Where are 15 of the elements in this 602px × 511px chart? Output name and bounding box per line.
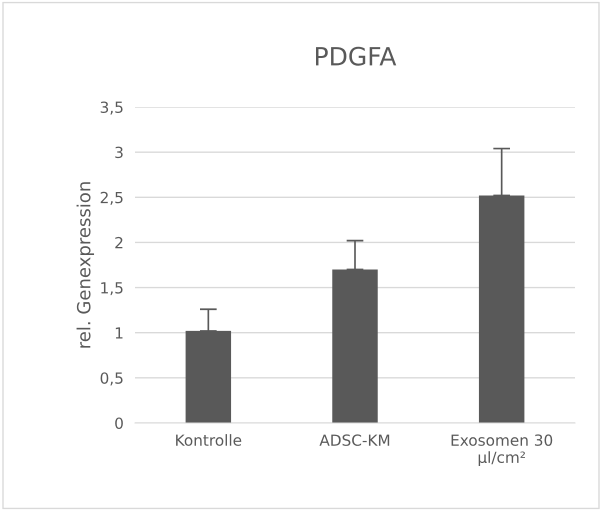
- y-tick-label: 3,5: [100, 101, 123, 115]
- y-tick-label: 3: [115, 146, 123, 158]
- x-tick-label: Exosomen 30 µl/cm²: [452, 434, 552, 466]
- y-tick-label: 2: [115, 236, 122, 248]
- y-tick-label: 2,5: [100, 192, 123, 205]
- x-tick-label: Kontrolle: [176, 434, 242, 446]
- y-tick-label: 1,5: [101, 282, 123, 296]
- y-tick-label: 1: [116, 327, 122, 339]
- bar: [332, 270, 378, 423]
- x-tick-label: ADSC-KM: [319, 434, 390, 446]
- y-tick-label: 0: [115, 417, 123, 430]
- y-axis-title: rel. Genexpression: [76, 182, 94, 348]
- bar: [478, 195, 524, 423]
- y-tick-label: 0,5: [100, 372, 123, 386]
- chart-title: PDGFA: [316, 46, 396, 66]
